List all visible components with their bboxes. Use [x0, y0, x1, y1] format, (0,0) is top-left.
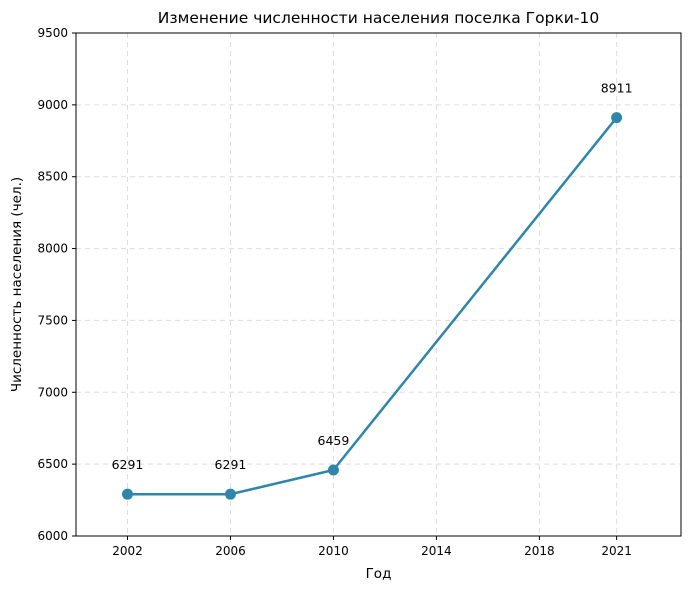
data-label: 8911 [601, 81, 633, 96]
chart-title: Изменение численности населения поселка … [158, 9, 599, 27]
x-axis-label: Год [366, 566, 392, 582]
data-point [121, 488, 133, 500]
x-tick-label: 2002 [112, 544, 143, 558]
data-labels: 6291 6291 6459 8911 [112, 81, 633, 473]
y-tick-label: 9000 [37, 98, 68, 112]
y-tick-label: 6000 [37, 529, 68, 543]
y-tick-label: 7000 [37, 385, 68, 399]
y-tick-label: 6500 [37, 457, 68, 471]
series-group [121, 112, 623, 500]
data-label: 6291 [215, 457, 247, 472]
plot-area-frame [75, 32, 682, 537]
data-point [224, 488, 236, 500]
y-tick-label: 8500 [37, 170, 68, 184]
population-series-line [127, 116, 618, 496]
x-tick-label: 2018 [524, 544, 555, 558]
y-tick-label: 9500 [37, 26, 68, 40]
data-point [327, 464, 339, 476]
x-tick-label: 2010 [318, 544, 349, 558]
y-axis-label: Численность населения (чел.) [9, 177, 25, 392]
grid-lines [76, 32, 681, 537]
data-point [611, 112, 623, 124]
x-tick-label: 2014 [421, 544, 452, 558]
y-tick-label: 8000 [37, 242, 68, 256]
x-tick-label: 2006 [215, 544, 246, 558]
y-tick-label: 7500 [37, 313, 68, 327]
axis-ticks: 6000 6500 7000 7500 8000 8500 9000 9500 2002 2006… [37, 26, 631, 558]
data-label: 6459 [318, 433, 350, 448]
x-tick-label: 2021 [601, 544, 632, 558]
data-label: 6291 [112, 457, 144, 472]
